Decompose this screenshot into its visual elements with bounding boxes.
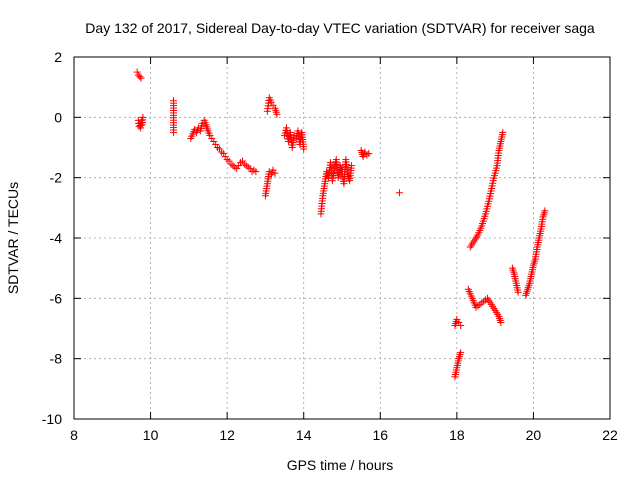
data-points xyxy=(133,68,549,381)
data-point xyxy=(497,318,505,326)
y-tick-label: -8 xyxy=(50,351,63,367)
x-tick-label: 16 xyxy=(372,427,388,443)
chart-title: Day 132 of 2017, Sidereal Day-to-day VTE… xyxy=(85,20,595,36)
y-tick-label: -2 xyxy=(50,170,63,186)
data-point xyxy=(514,288,522,296)
x-axis-label: GPS time / hours xyxy=(287,457,394,473)
x-axis-ticks: 8 10 12 14 16 18 20 22 xyxy=(70,57,618,443)
data-point xyxy=(271,169,279,177)
data-point xyxy=(395,189,403,197)
x-tick-label: 18 xyxy=(449,427,465,443)
data-point xyxy=(252,168,260,176)
data-point xyxy=(365,150,373,158)
y-tick-label: -6 xyxy=(50,290,63,306)
data-point xyxy=(137,74,145,82)
data-point xyxy=(348,162,356,170)
y-tick-label: -4 xyxy=(50,230,63,246)
x-tick-label: 12 xyxy=(219,427,235,443)
data-point xyxy=(499,128,507,136)
data-point xyxy=(139,113,147,121)
y-tick-label: 0 xyxy=(54,109,62,125)
data-point xyxy=(170,128,178,136)
data-point xyxy=(541,207,549,215)
y-axis-ticks: -10 -8 -6 -4 -2 0 2 xyxy=(42,49,610,427)
data-point xyxy=(273,110,281,118)
data-point xyxy=(457,349,465,357)
data-point xyxy=(136,73,144,81)
y-tick-label: -10 xyxy=(42,411,62,427)
x-tick-label: 10 xyxy=(143,427,159,443)
x-tick-label: 20 xyxy=(526,427,542,443)
data-point xyxy=(300,145,308,153)
x-tick-label: 8 xyxy=(70,427,78,443)
data-point xyxy=(133,68,141,76)
x-tick-label: 14 xyxy=(296,427,312,443)
x-tick-label: 22 xyxy=(602,427,618,443)
data-point xyxy=(457,321,465,329)
y-tick-label: 2 xyxy=(54,49,62,65)
grid-lines xyxy=(74,57,610,419)
y-axis-label: SDTVAR / TECUs xyxy=(5,182,21,294)
data-point xyxy=(135,122,143,130)
